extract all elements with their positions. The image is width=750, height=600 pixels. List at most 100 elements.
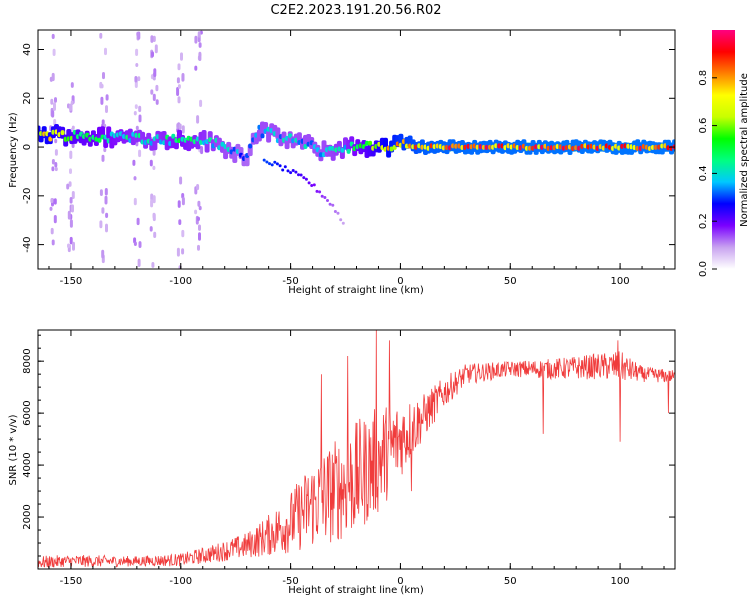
noise-cell xyxy=(198,205,202,211)
branch-cell xyxy=(341,221,345,225)
branch-cell xyxy=(291,169,295,172)
branch-cell xyxy=(323,196,327,199)
branch-cell xyxy=(286,169,290,173)
ridge-cell xyxy=(248,143,253,149)
branch-cell xyxy=(310,184,314,187)
noise-cell xyxy=(53,102,56,111)
noise-cell xyxy=(176,247,180,257)
noise-cell xyxy=(177,84,181,89)
colorbar-tick-label: 0.2 xyxy=(698,213,709,229)
noise-cell xyxy=(152,165,156,171)
colorbar-tick-label: 0.6 xyxy=(698,118,709,134)
noise-cell xyxy=(198,53,202,61)
noise-cell xyxy=(181,229,185,238)
noise-cell xyxy=(151,262,155,268)
noise-cell xyxy=(104,47,107,56)
noise-cell xyxy=(198,232,201,241)
noise-cell xyxy=(150,89,154,95)
noise-cell xyxy=(136,31,140,37)
noise-cell xyxy=(138,114,142,123)
noise-cell xyxy=(105,94,109,101)
noise-cell xyxy=(105,223,108,233)
noise-cell xyxy=(69,197,73,204)
noise-cell xyxy=(68,181,72,187)
y-tick-label: 6000 xyxy=(22,400,33,425)
spectrogram-cells xyxy=(38,30,675,269)
noise-cell xyxy=(50,98,54,105)
noise-cell xyxy=(105,212,109,219)
noise-cell xyxy=(197,216,200,221)
y-tick-label: 40 xyxy=(22,43,33,56)
branch-cell xyxy=(326,199,329,202)
noise-cell xyxy=(70,82,74,88)
ridge-halo-cell xyxy=(106,126,112,139)
noise-cell xyxy=(178,123,182,130)
colorbar-tick-label: 0.8 xyxy=(698,70,709,86)
noise-cell xyxy=(155,84,159,92)
noise-cell xyxy=(101,119,105,125)
y-tick-label: 8000 xyxy=(22,348,33,373)
y-tick-label: -40 xyxy=(22,236,33,252)
noise-cell xyxy=(152,212,156,219)
noise-cell xyxy=(51,33,55,40)
noise-cell xyxy=(135,48,139,57)
noise-cell xyxy=(181,248,185,255)
noise-cell xyxy=(100,83,104,89)
noise-cell xyxy=(177,96,181,104)
branch-cell xyxy=(312,183,316,187)
x-tick-label: -150 xyxy=(60,276,83,287)
noise-cell xyxy=(69,103,73,112)
noise-cell xyxy=(69,236,73,245)
noise-cell xyxy=(104,188,108,196)
ridge-cell xyxy=(365,140,369,146)
noise-cell xyxy=(154,44,158,54)
noise-cell xyxy=(104,195,108,205)
noise-cell xyxy=(71,204,74,213)
ridge-cell xyxy=(303,144,308,149)
ridge-cell xyxy=(260,133,265,139)
noise-cell xyxy=(197,31,201,38)
y-tick-label: 20 xyxy=(22,92,33,105)
colorbar-tick-label: 0.0 xyxy=(698,261,709,277)
noise-cell xyxy=(200,146,204,155)
noise-cell xyxy=(180,52,183,61)
noise-cell xyxy=(194,35,198,44)
colorbar-label: Normalized spectral amplitude xyxy=(739,73,750,227)
noise-cell xyxy=(132,159,136,166)
ridge-cell xyxy=(171,133,176,139)
noise-cell xyxy=(69,219,73,228)
x-tick-label: 0 xyxy=(397,576,403,587)
noise-cell xyxy=(133,200,137,206)
spectrogram-xlabel: Height of straight line (km) xyxy=(288,285,424,296)
noise-cell xyxy=(134,76,138,83)
noise-cell xyxy=(181,197,185,206)
noise-cell xyxy=(153,231,157,239)
noise-cell xyxy=(67,210,71,220)
figure-title: C2E2.2023.191.20.56.R02 xyxy=(270,3,441,18)
ridge-cell xyxy=(368,140,373,146)
branch-cell xyxy=(328,202,332,206)
noise-cell xyxy=(137,258,141,268)
ridge-cell xyxy=(318,152,323,158)
x-tick-label: 50 xyxy=(504,576,517,587)
noise-cell xyxy=(149,226,153,232)
spectrogram-ticks: -150 -100 -50 0 50 100 -40 -20 0 20 40 xyxy=(22,30,675,287)
noise-cell xyxy=(101,154,105,162)
ridge-cell xyxy=(48,136,53,142)
noise-cell xyxy=(155,99,159,105)
noise-cell xyxy=(197,200,201,207)
ridge-cell xyxy=(340,147,345,153)
y-tick-label: 2000 xyxy=(22,504,33,529)
ridge-cell xyxy=(288,133,293,139)
branch-cell xyxy=(336,211,340,215)
noise-cell xyxy=(181,73,185,82)
noise-cell xyxy=(138,149,142,158)
noise-cell xyxy=(51,72,55,82)
spectrogram-panel: -150 -100 -50 0 50 100 -40 -20 0 20 40 Height of s… xyxy=(8,29,676,296)
noise-cell xyxy=(54,167,58,172)
noise-cell xyxy=(100,96,104,105)
branch-cell xyxy=(278,164,282,168)
noise-cell xyxy=(50,227,54,235)
noise-cell xyxy=(133,241,137,247)
